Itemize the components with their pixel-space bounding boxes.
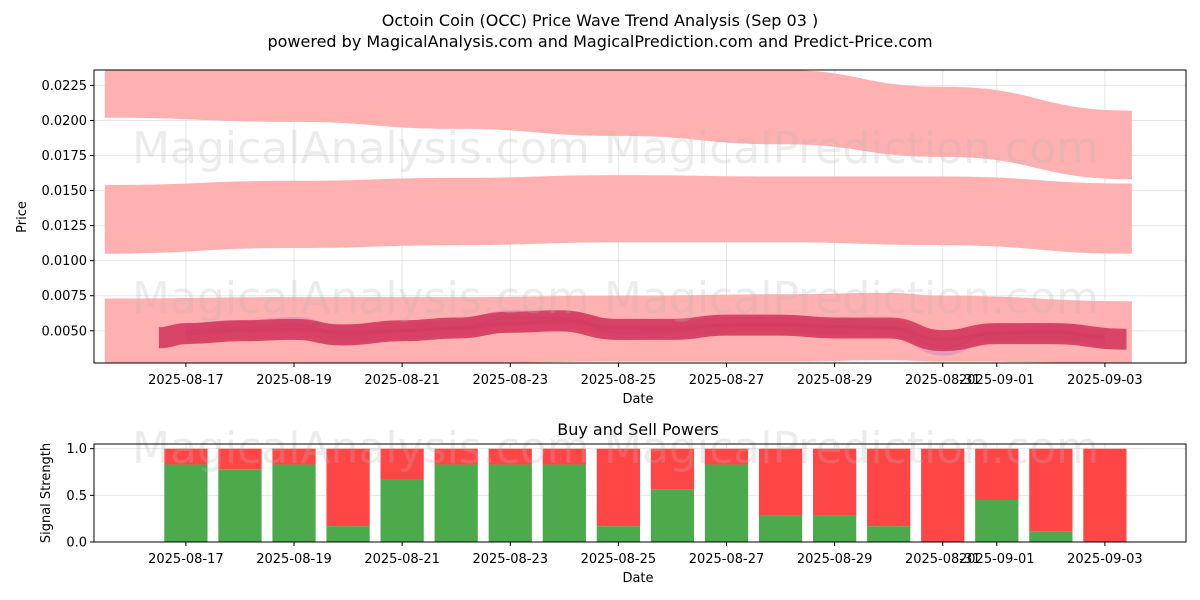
bar-x-tick-label: 2025-08-29 xyxy=(797,552,873,567)
bar-y-tick-label: 1.0 xyxy=(66,442,87,457)
watermark-prediction-bottom: MagicalPrediction.com xyxy=(604,423,1099,474)
sell-bar xyxy=(975,448,1019,500)
sell-bar xyxy=(921,448,965,542)
bar-axis-ticks: 2025-08-17 2025-08-19 2025-08-21 2025-08-23… xyxy=(66,442,1142,567)
price-y-tick-label: 0.0175 xyxy=(42,149,88,164)
sell-bar xyxy=(1029,448,1073,532)
price-band-middle-band xyxy=(104,175,1132,254)
buy-bar xyxy=(975,500,1019,542)
buy-bar xyxy=(758,515,803,542)
wave-line-bold-wave xyxy=(158,310,1127,352)
bar-x-tick-label: 2025-09-03 xyxy=(1067,552,1143,567)
price-x-tick-label: 2025-09-01 xyxy=(959,373,1035,388)
sell-bar xyxy=(867,448,911,527)
price-x-tick-label: 2025-08-27 xyxy=(689,373,765,388)
price-y-tick-label: 0.0050 xyxy=(42,324,88,339)
watermark-analysis-top: MagicalAnalysis.com xyxy=(132,123,590,174)
sell-bar xyxy=(272,448,316,465)
price-plot-frame xyxy=(93,69,1187,364)
buy-bar xyxy=(867,526,911,542)
sell-bar xyxy=(650,448,695,490)
bar-x-label: Date xyxy=(622,571,653,586)
price-y-tick-label: 0.0200 xyxy=(42,114,88,129)
buy-bar xyxy=(488,464,532,542)
sell-bar xyxy=(542,448,586,465)
price-x-tick-label: 2025-08-31 xyxy=(905,373,981,388)
price-x-tick-label: 2025-09-03 xyxy=(1067,373,1143,388)
bar-x-tick-label: 2025-08-31 xyxy=(905,552,981,567)
watermark-analysis-bottom: MagicalAnalysis.com xyxy=(132,423,590,474)
bar-x-tick-label: 2025-08-25 xyxy=(581,552,657,567)
price-x-tick-label: 2025-08-19 xyxy=(256,373,332,388)
sell-bar xyxy=(434,448,478,465)
price-x-tick-label: 2025-08-25 xyxy=(581,373,657,388)
price-y-tick-label: 0.0150 xyxy=(42,184,88,199)
price-y-tick-label: 0.0100 xyxy=(42,254,88,269)
bar-y-tick-label: 0.0 xyxy=(66,536,87,551)
buy-bar xyxy=(218,469,262,542)
watermark-prediction-top: MagicalPrediction.com xyxy=(604,123,1099,174)
watermark-prediction-mid: MagicalPrediction.com xyxy=(604,273,1099,324)
sell-bar xyxy=(812,448,857,516)
sell-bar xyxy=(596,448,640,527)
buy-sell-bars xyxy=(164,448,1127,542)
bar-chart-title: Buy and Sell Powers xyxy=(557,420,719,439)
bar-x-tick-label: 2025-08-23 xyxy=(472,552,548,567)
sell-bar xyxy=(1083,448,1127,542)
chart-subtitle: powered by MagicalAnalysis.com and Magic… xyxy=(267,32,932,51)
sell-bar xyxy=(380,448,424,480)
price-band-upper-band xyxy=(104,70,1132,180)
price-y-label: Price xyxy=(15,201,30,233)
price-x-label: Date xyxy=(622,392,653,407)
bar-plot-frame xyxy=(93,443,1187,543)
watermark-analysis-mid: MagicalAnalysis.com xyxy=(132,273,590,324)
buy-bar xyxy=(1029,531,1073,542)
buy-bar xyxy=(596,526,640,542)
sell-bar xyxy=(488,448,532,465)
price-x-tick-label: 2025-08-21 xyxy=(364,373,440,388)
price-y-tick-label: 0.0125 xyxy=(42,219,88,234)
price-y-tick-label: 0.0225 xyxy=(42,79,88,94)
bar-x-tick-label: 2025-08-19 xyxy=(256,552,332,567)
buy-bar xyxy=(164,464,208,542)
buy-bar xyxy=(704,464,749,542)
buy-bar xyxy=(272,464,316,542)
buy-bar xyxy=(812,515,857,542)
buy-bar xyxy=(326,526,370,542)
buy-bar xyxy=(542,464,586,542)
sell-bar xyxy=(704,448,749,465)
price-y-tick-label: 0.0075 xyxy=(42,289,88,304)
bar-y-tick-label: 0.5 xyxy=(66,489,87,504)
buy-bar xyxy=(434,464,478,542)
buy-bar xyxy=(380,479,424,542)
bar-x-tick-label: 2025-08-21 xyxy=(364,552,440,567)
bar-x-tick-label: 2025-09-01 xyxy=(959,552,1035,567)
sell-bar xyxy=(758,448,803,516)
bar-y-label: Signal Strength xyxy=(39,443,54,543)
price-x-tick-label: 2025-08-23 xyxy=(472,373,548,388)
price-axis-ticks: 2025-08-17 2025-08-19 2025-08-21 2025-08-23… xyxy=(42,79,1143,388)
price-x-tick-label: 2025-08-17 xyxy=(148,373,224,388)
price-x-tick-label: 2025-08-29 xyxy=(797,373,873,388)
sell-bar xyxy=(164,448,208,465)
chart-title: Octoin Coin (OCC) Price Wave Trend Analy… xyxy=(382,11,818,30)
price-waves xyxy=(158,310,1127,356)
sell-bar xyxy=(218,448,262,470)
bar-x-tick-label: 2025-08-17 xyxy=(148,552,224,567)
bar-x-tick-label: 2025-08-27 xyxy=(689,552,765,567)
buy-bar xyxy=(650,489,695,542)
sell-bar xyxy=(326,448,370,527)
